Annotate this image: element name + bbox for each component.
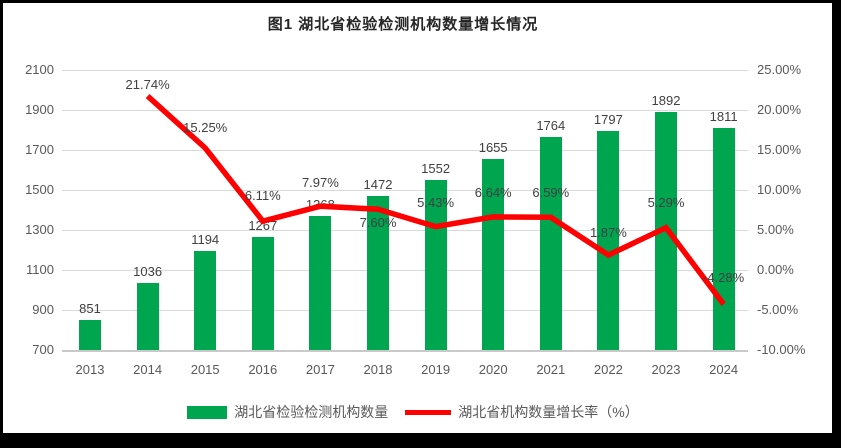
gridline — [62, 110, 748, 111]
legend-line-swatch — [405, 409, 452, 415]
y-axis-right-tick: 10.00% — [757, 182, 802, 197]
x-axis-tick: 2018 — [363, 362, 393, 377]
bar-value-label: 1194 — [191, 232, 220, 248]
gridline — [62, 150, 748, 151]
rate-label: 15.25% — [183, 120, 228, 135]
y-axis-left-tick: 700 — [32, 342, 54, 357]
x-axis-tick: 2014 — [133, 362, 163, 377]
bar-2015 — [194, 251, 217, 350]
rate-label: 1.87% — [589, 225, 627, 241]
x-axis-tick: 2022 — [593, 362, 623, 377]
rate-label: 7.97% — [301, 175, 339, 191]
y-axis-right-tick: 15.00% — [757, 142, 802, 157]
bar-2021 — [539, 137, 562, 350]
y-axis-left-tick: 1100 — [26, 262, 54, 277]
rate-label: 6.11% — [244, 188, 281, 204]
y-axis-right-tick: 25.00% — [757, 62, 802, 77]
bar-2023 — [655, 111, 677, 350]
bar-value-label: 1764 — [536, 118, 566, 134]
bar-value-label: 1797 — [593, 111, 623, 127]
rate-label: 5.29% — [647, 194, 685, 210]
x-axis-tick: 2021 — [536, 362, 566, 377]
chart-title: 图1 湖北省检验检测机构数量增长情况 — [267, 16, 539, 33]
y-axis-left-tick: 1300 — [25, 222, 54, 237]
rate-label: 6.59% — [532, 185, 570, 201]
gridline — [62, 310, 748, 311]
y-axis-left-tick: 2100 — [25, 62, 54, 77]
y-axis-left-tick: 1700 — [25, 142, 54, 157]
bar-value-label: 1036 — [133, 263, 163, 279]
bar-value-label: 1892 — [651, 92, 681, 108]
y-axis-right-tick: 20.00% — [757, 102, 802, 117]
rate-label: 7.60% — [359, 215, 397, 231]
x-axis-tick: 2023 — [651, 362, 681, 377]
bar-2024 — [712, 127, 735, 350]
legend-bar-label: 湖北省检验检测机构数量 — [234, 404, 389, 420]
bar-value-label: 1472 — [363, 176, 393, 192]
x-axis-tick: 2019 — [421, 362, 451, 377]
bar-2016 — [251, 236, 274, 350]
y-axis-left-tick: 1500 — [25, 182, 54, 197]
bar-2022 — [597, 130, 620, 350]
gridline — [62, 70, 748, 71]
x-axis-tick: 2015 — [190, 362, 220, 377]
bar-value-label: 1552 — [421, 160, 451, 176]
legend-line-label: 湖北省机构数量增长率（%） — [458, 404, 639, 420]
x-axis-tick: 2020 — [478, 362, 508, 377]
bar-2017 — [309, 216, 332, 350]
x-axis-tick: 2024 — [709, 362, 739, 377]
gridline — [62, 350, 748, 352]
x-axis-tick: 2016 — [248, 362, 278, 377]
legend-bar-swatch — [187, 405, 228, 419]
bar-value-label: 1267 — [248, 217, 278, 233]
y-axis-left-tick: 900 — [32, 302, 54, 317]
x-axis-tick: 2013 — [75, 362, 105, 377]
legend: 湖北省检验检测机构数量 湖北省机构数量增长率（%） — [3, 401, 823, 423]
y-axis-right-tick: -10.00% — [757, 342, 806, 357]
y-axis-right-tick: -5.00% — [757, 302, 799, 317]
y-axis-right-tick: 5.00% — [757, 222, 794, 237]
rate-label: 6.64% — [474, 184, 512, 200]
bar-2014 — [136, 282, 159, 350]
x-axis-tick: 2017 — [305, 362, 335, 377]
bar-2013 — [79, 319, 101, 350]
bar-value-label: 851 — [79, 300, 101, 316]
rate-label: -4.28% — [702, 270, 745, 286]
bar-value-label: 1811 — [709, 108, 738, 124]
rate-label: 5.43% — [417, 194, 455, 210]
bar-value-label: 1368 — [305, 197, 335, 213]
rate-label: 21.74% — [125, 77, 170, 93]
y-axis-right-tick: 0.00% — [757, 262, 794, 277]
y-axis-left-tick: 1900 — [25, 102, 54, 117]
bar-value-label: 1655 — [478, 140, 508, 155]
